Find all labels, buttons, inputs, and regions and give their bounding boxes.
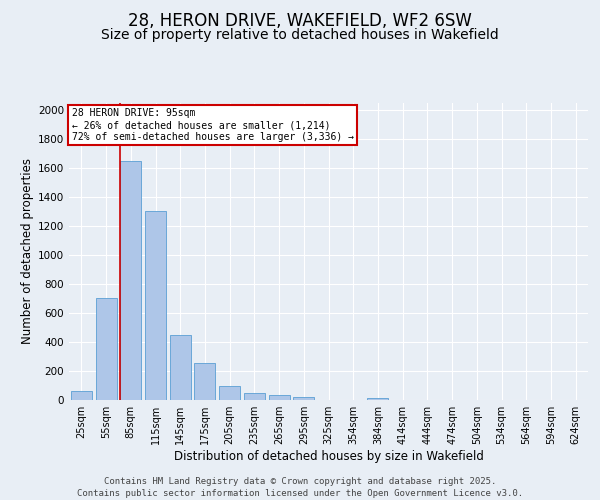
X-axis label: Distribution of detached houses by size in Wakefield: Distribution of detached houses by size … [173, 450, 484, 463]
Bar [244, 393, 265, 400]
Bar [71, 390, 92, 400]
Bar [367, 398, 388, 400]
Bar [293, 397, 314, 400]
Y-axis label: Number of detached properties: Number of detached properties [21, 158, 34, 344]
Text: 28 HERON DRIVE: 95sqm
← 26% of detached houses are smaller (1,214)
72% of semi-d: 28 HERON DRIVE: 95sqm ← 26% of detached … [71, 108, 353, 142]
Bar [120, 160, 141, 400]
Bar [269, 396, 290, 400]
Text: Contains HM Land Registry data © Crown copyright and database right 2025.
Contai: Contains HM Land Registry data © Crown c… [77, 476, 523, 498]
Bar [194, 363, 215, 400]
Text: 28, HERON DRIVE, WAKEFIELD, WF2 6SW: 28, HERON DRIVE, WAKEFIELD, WF2 6SW [128, 12, 472, 30]
Bar [219, 386, 240, 400]
Text: Size of property relative to detached houses in Wakefield: Size of property relative to detached ho… [101, 28, 499, 42]
Bar [145, 212, 166, 400]
Bar [170, 334, 191, 400]
Bar [95, 298, 116, 400]
